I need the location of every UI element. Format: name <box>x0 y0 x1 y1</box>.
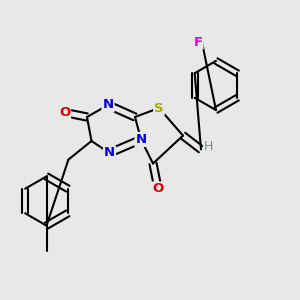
Text: N: N <box>135 133 147 146</box>
Text: N: N <box>104 146 115 160</box>
Text: N: N <box>102 98 114 112</box>
Text: S: S <box>154 101 164 115</box>
Text: O: O <box>59 106 70 119</box>
Text: H: H <box>204 140 213 154</box>
Text: O: O <box>152 182 164 196</box>
Text: F: F <box>194 35 202 49</box>
